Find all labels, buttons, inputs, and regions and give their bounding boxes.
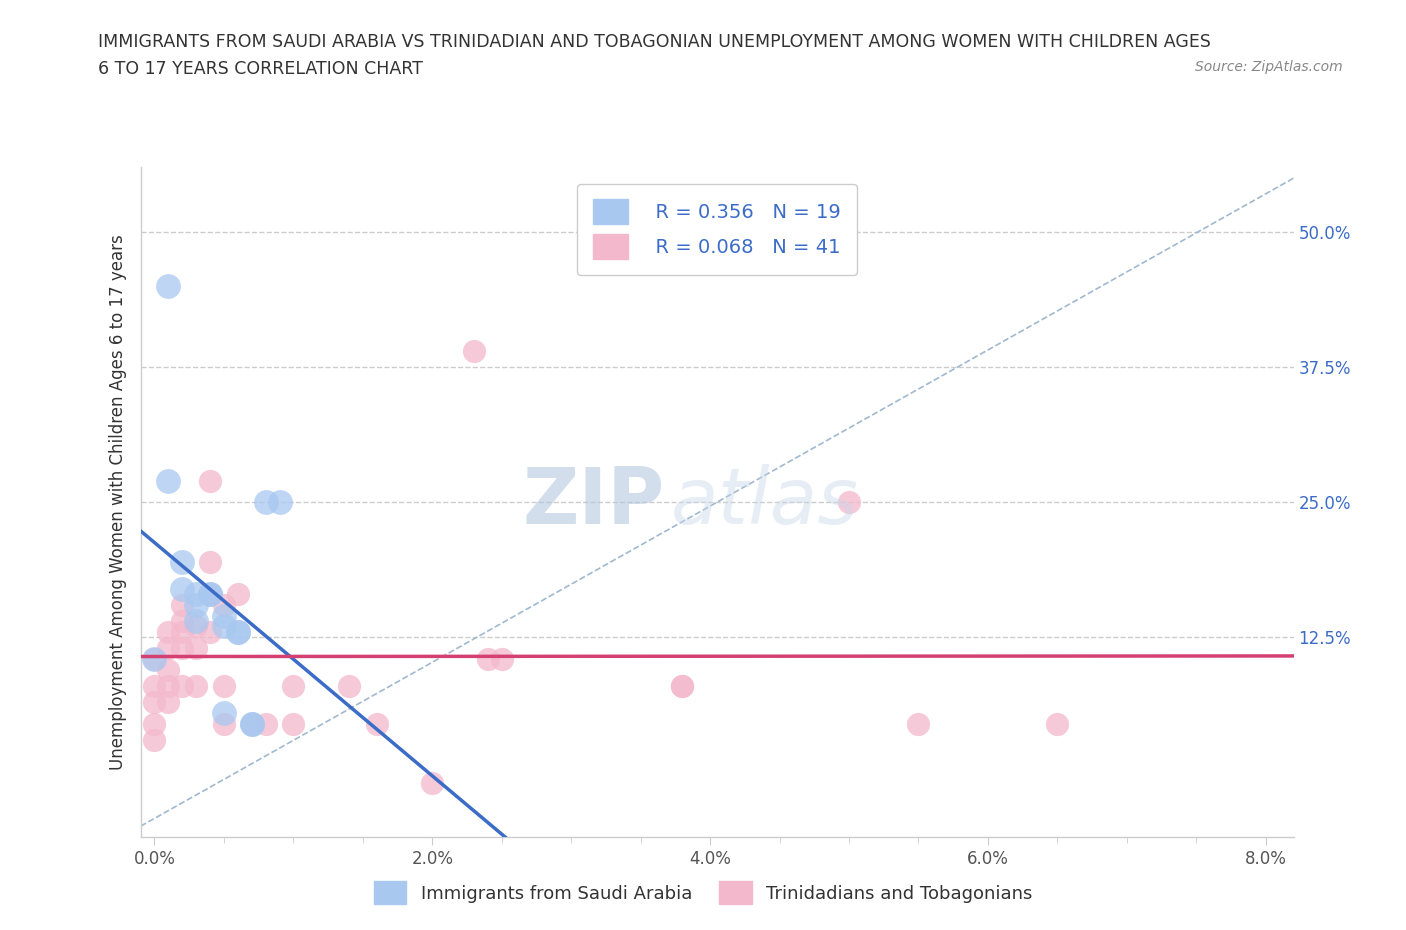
Point [212,705,235,720]
Point [1046,716,1069,731]
Point [186,641,208,656]
Point [143,732,166,747]
Point [212,608,235,623]
Point [212,597,235,612]
Point [186,614,208,629]
Point [240,716,263,731]
Point [198,587,221,602]
Point [254,716,277,731]
Point [240,716,263,731]
Text: atlas: atlas [671,464,859,540]
Point [157,695,180,710]
Point [838,495,860,510]
Point [143,678,166,693]
Point [671,678,693,693]
Point [157,473,180,488]
Legend:   R = 0.356   N = 19,   R = 0.068   N = 41: R = 0.356 N = 19, R = 0.068 N = 41 [578,184,856,274]
Point [491,651,513,666]
Legend: Immigrants from Saudi Arabia, Trinidadians and Tobagonians: Immigrants from Saudi Arabia, Trinidadia… [367,874,1039,911]
Point [186,678,208,693]
Point [186,587,208,602]
Point [420,776,443,790]
Point [198,554,221,569]
Point [172,554,194,569]
Text: 6 TO 17 YEARS CORRELATION CHART: 6 TO 17 YEARS CORRELATION CHART [98,60,423,78]
Point [198,587,221,602]
Point [226,624,249,639]
Point [143,651,166,666]
Point [283,716,305,731]
Text: IMMIGRANTS FROM SAUDI ARABIA VS TRINIDADIAN AND TOBAGONIAN UNEMPLOYMENT AMONG WO: IMMIGRANTS FROM SAUDI ARABIA VS TRINIDAD… [98,33,1212,50]
Point [157,641,180,656]
Point [254,495,277,510]
Point [143,695,166,710]
Point [212,716,235,731]
Point [240,716,263,731]
Point [172,624,194,639]
Point [157,662,180,677]
Point [269,495,291,510]
Point [172,614,194,629]
Point [283,678,305,693]
Point [212,678,235,693]
Point [366,716,388,731]
Point [463,343,485,358]
Point [157,624,180,639]
Point [143,651,166,666]
Point [198,587,221,602]
Point [186,619,208,634]
Text: ZIP: ZIP [523,464,665,540]
Point [186,597,208,612]
Point [477,651,499,666]
Y-axis label: Unemployment Among Women with Children Ages 6 to 17 years: Unemployment Among Women with Children A… [108,234,127,770]
Point [157,279,180,294]
Point [157,678,180,693]
Point [143,716,166,731]
Point [907,716,929,731]
Point [172,597,194,612]
Point [671,678,693,693]
Point [172,678,194,693]
Point [172,641,194,656]
Point [337,678,360,693]
Point [212,619,235,634]
Text: Source: ZipAtlas.com: Source: ZipAtlas.com [1195,60,1343,74]
Point [198,624,221,639]
Point [226,587,249,602]
Point [226,624,249,639]
Point [198,473,221,488]
Point [172,581,194,596]
